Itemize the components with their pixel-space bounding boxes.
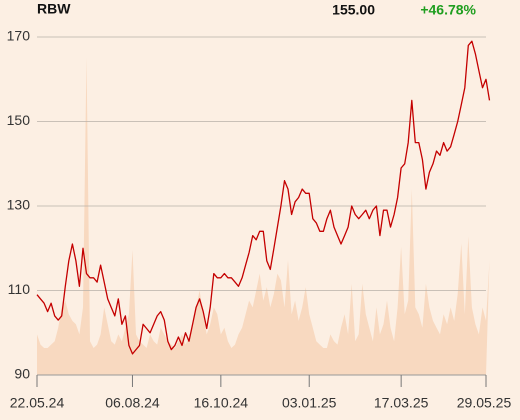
x-tick-label: 06.08.24 [105, 395, 160, 411]
x-tick-label: 16.10.24 [194, 395, 249, 411]
y-tick-label: 90 [14, 366, 30, 382]
x-tick-label: 29.05.25 [457, 395, 512, 411]
y-tick-label: 130 [7, 197, 31, 213]
y-tick-label: 150 [7, 112, 31, 128]
volume-area [37, 57, 490, 376]
x-tick-label: 22.05.24 [10, 395, 65, 411]
y-tick-label: 170 [7, 28, 31, 44]
change: +46.78% [420, 2, 476, 18]
y-tick-label: 110 [8, 281, 31, 297]
x-tick-label: 03.01.25 [282, 395, 337, 411]
symbol: RBW [37, 1, 71, 17]
last-price: 155.00 [332, 2, 375, 18]
x-tick-label: 17.03.25 [374, 395, 429, 411]
price-line [36, 40, 491, 355]
